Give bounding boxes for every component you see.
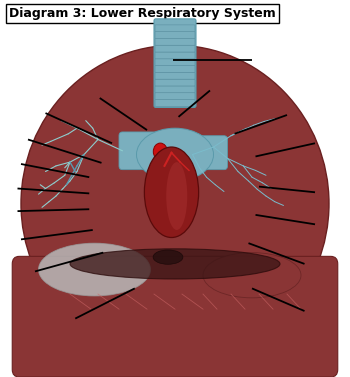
FancyBboxPatch shape <box>155 59 195 66</box>
Ellipse shape <box>144 147 199 238</box>
Ellipse shape <box>153 143 167 160</box>
FancyBboxPatch shape <box>155 72 195 79</box>
Ellipse shape <box>153 250 183 264</box>
FancyBboxPatch shape <box>155 66 195 72</box>
Ellipse shape <box>203 253 301 298</box>
FancyBboxPatch shape <box>119 132 161 170</box>
FancyBboxPatch shape <box>155 86 195 93</box>
Ellipse shape <box>21 45 329 362</box>
FancyBboxPatch shape <box>154 19 196 107</box>
FancyBboxPatch shape <box>12 256 338 377</box>
FancyBboxPatch shape <box>155 32 195 38</box>
Text: Diagram 3: Lower Respiratory System: Diagram 3: Lower Respiratory System <box>9 7 275 20</box>
FancyBboxPatch shape <box>155 52 195 59</box>
Ellipse shape <box>38 243 150 296</box>
FancyBboxPatch shape <box>155 38 195 45</box>
Ellipse shape <box>136 128 214 181</box>
FancyBboxPatch shape <box>155 79 195 86</box>
Ellipse shape <box>166 162 187 230</box>
Ellipse shape <box>70 249 280 279</box>
FancyBboxPatch shape <box>189 136 228 170</box>
FancyBboxPatch shape <box>155 93 195 100</box>
FancyBboxPatch shape <box>155 45 195 52</box>
FancyBboxPatch shape <box>155 25 195 32</box>
FancyBboxPatch shape <box>155 100 195 106</box>
